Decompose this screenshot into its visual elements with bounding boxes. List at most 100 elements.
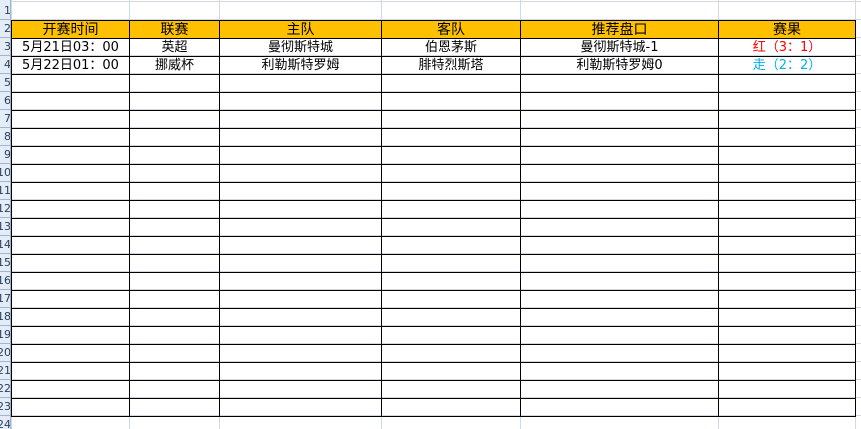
row-number[interactable]: 4 xyxy=(0,56,10,74)
row-number[interactable]: 3 xyxy=(0,38,10,56)
empty-cell[interactable] xyxy=(129,236,220,255)
empty-cell[interactable] xyxy=(129,326,220,345)
empty-cell[interactable] xyxy=(11,308,130,327)
empty-cell[interactable] xyxy=(129,110,220,129)
cell-home[interactable]: 曼彻斯特城 xyxy=(219,38,382,57)
row-number[interactable]: 1 xyxy=(0,2,10,20)
empty-cell[interactable] xyxy=(718,290,856,309)
empty-cell[interactable] xyxy=(129,362,220,381)
header-cell-league[interactable]: 联赛 xyxy=(129,20,220,39)
empty-cell[interactable] xyxy=(381,92,521,111)
empty-cell[interactable] xyxy=(11,362,130,381)
empty-cell[interactable] xyxy=(11,236,130,255)
empty-cell[interactable] xyxy=(520,92,719,111)
row-number[interactable]: 15 xyxy=(0,254,10,272)
row-number[interactable]: 12 xyxy=(0,200,10,218)
empty-cell[interactable] xyxy=(129,164,220,183)
row-number[interactable]: 10 xyxy=(0,164,10,182)
empty-cell[interactable] xyxy=(11,128,130,147)
empty-cell[interactable] xyxy=(129,254,220,273)
empty-cell[interactable] xyxy=(11,272,130,291)
empty-cell[interactable] xyxy=(11,218,130,237)
empty-cell[interactable] xyxy=(219,272,382,291)
cell-away[interactable]: 伯恩茅斯 xyxy=(381,38,521,57)
empty-cell[interactable] xyxy=(129,398,220,417)
row-number[interactable]: 5 xyxy=(0,74,10,92)
empty-cell[interactable] xyxy=(381,398,521,417)
empty-cell[interactable] xyxy=(129,92,220,111)
empty-cell[interactable] xyxy=(718,326,856,345)
empty-cell[interactable] xyxy=(219,236,382,255)
empty-cell[interactable] xyxy=(520,110,719,129)
empty-cell[interactable] xyxy=(520,326,719,345)
empty-cell[interactable] xyxy=(11,326,130,345)
empty-cell[interactable] xyxy=(219,92,382,111)
empty-cell[interactable] xyxy=(381,110,521,129)
row-number[interactable]: 11 xyxy=(0,182,10,200)
empty-cell[interactable] xyxy=(129,182,220,201)
empty-cell[interactable] xyxy=(520,272,719,291)
empty-cell[interactable] xyxy=(718,164,856,183)
empty-cell[interactable] xyxy=(718,218,856,237)
empty-cell[interactable] xyxy=(129,128,220,147)
empty-cell[interactable] xyxy=(381,200,521,219)
empty-cell[interactable] xyxy=(718,74,856,93)
empty-cell[interactable] xyxy=(520,236,719,255)
empty-cell[interactable] xyxy=(381,380,521,399)
empty-cell[interactable] xyxy=(129,344,220,363)
row-number[interactable]: 17 xyxy=(0,290,10,308)
empty-cell[interactable] xyxy=(520,182,719,201)
empty-cell[interactable] xyxy=(129,290,220,309)
cell-league[interactable]: 挪威杯 xyxy=(129,56,220,75)
empty-cell[interactable] xyxy=(520,200,719,219)
empty-cell[interactable] xyxy=(11,200,130,219)
empty-cell[interactable] xyxy=(520,218,719,237)
empty-cell[interactable] xyxy=(11,74,130,93)
empty-cell[interactable] xyxy=(520,146,719,165)
empty-cell[interactable] xyxy=(520,344,719,363)
header-cell-away[interactable]: 客队 xyxy=(381,20,521,39)
empty-cell[interactable] xyxy=(718,200,856,219)
row-number[interactable]: 16 xyxy=(0,272,10,290)
empty-cell[interactable] xyxy=(381,326,521,345)
row-number[interactable]: 24 xyxy=(0,416,10,429)
empty-cell[interactable] xyxy=(11,290,130,309)
empty-cell[interactable] xyxy=(11,146,130,165)
empty-cell[interactable] xyxy=(381,146,521,165)
empty-cell[interactable] xyxy=(219,290,382,309)
empty-cell[interactable] xyxy=(718,398,856,417)
empty-cell[interactable] xyxy=(718,146,856,165)
empty-cell[interactable] xyxy=(718,308,856,327)
empty-cell[interactable] xyxy=(219,164,382,183)
empty-cell[interactable] xyxy=(381,236,521,255)
row-number[interactable]: 19 xyxy=(0,326,10,344)
empty-cell[interactable] xyxy=(11,254,130,273)
empty-cell[interactable] xyxy=(219,128,382,147)
row-number[interactable]: 21 xyxy=(0,362,10,380)
empty-cell[interactable] xyxy=(381,74,521,93)
empty-cell[interactable] xyxy=(520,74,719,93)
empty-cell[interactable] xyxy=(381,254,521,273)
row-number[interactable]: 9 xyxy=(0,146,10,164)
row-number[interactable]: 6 xyxy=(0,92,10,110)
cell-home[interactable]: 利勒斯特罗姆 xyxy=(219,56,382,75)
empty-cell[interactable] xyxy=(11,344,130,363)
row-number[interactable]: 2 xyxy=(0,20,10,38)
empty-cell[interactable] xyxy=(129,380,220,399)
empty-cell[interactable] xyxy=(129,146,220,165)
empty-cell[interactable] xyxy=(381,344,521,363)
empty-cell[interactable] xyxy=(718,128,856,147)
empty-cell[interactable] xyxy=(129,200,220,219)
empty-cell[interactable] xyxy=(520,380,719,399)
empty-cell[interactable] xyxy=(520,398,719,417)
empty-cell[interactable] xyxy=(11,92,130,111)
cell-result[interactable]: 红（3：1） xyxy=(718,38,856,57)
empty-cell[interactable] xyxy=(219,254,382,273)
empty-cell[interactable] xyxy=(11,380,130,399)
empty-cell[interactable] xyxy=(219,182,382,201)
empty-cell[interactable] xyxy=(219,308,382,327)
empty-cell[interactable] xyxy=(381,182,521,201)
row-number[interactable]: 22 xyxy=(0,380,10,398)
cell-time[interactable]: 5月21日03：00 xyxy=(11,38,130,57)
empty-cell[interactable] xyxy=(219,146,382,165)
